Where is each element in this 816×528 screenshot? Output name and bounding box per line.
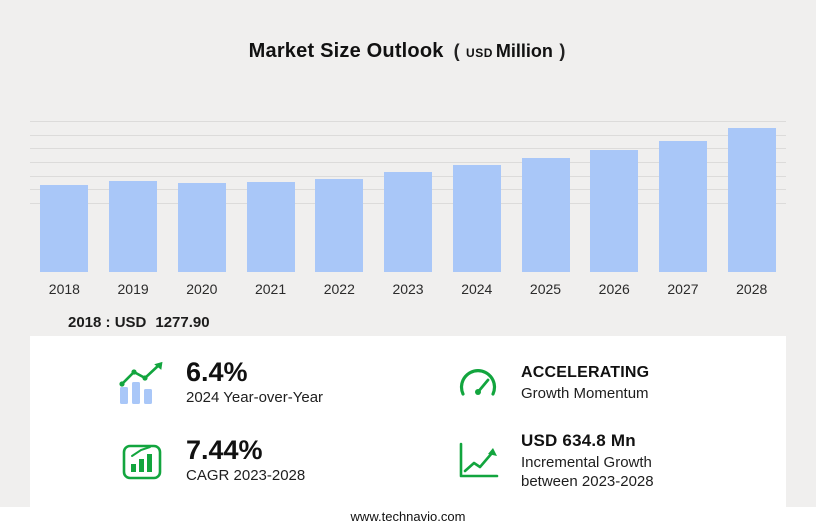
yoy-label: 2024 Year-over-Year bbox=[186, 389, 324, 407]
x-tick-2018: 2018 bbox=[48, 281, 80, 297]
title-paren-open: ( bbox=[453, 41, 460, 61]
baseline-prefix: 2018 : USD bbox=[68, 314, 147, 331]
stat-growth-momentum: ACCELERATING Growth Momentum bbox=[451, 344, 786, 422]
bar-chart-trend-icon bbox=[116, 360, 170, 406]
cagr-label: CAGR 2023-2028 bbox=[186, 467, 306, 485]
speedometer-icon bbox=[451, 363, 505, 403]
stat-yoy-growth: 6.4% 2024 Year-over-Year bbox=[116, 344, 451, 422]
bar-slot-2018 bbox=[30, 184, 99, 272]
x-tick-2026: 2026 bbox=[598, 281, 630, 297]
bar-2018 bbox=[40, 184, 89, 272]
x-tick-2020: 2020 bbox=[186, 281, 218, 297]
x-tick-2023: 2023 bbox=[392, 281, 424, 297]
title-main: Market Size Outlook bbox=[248, 40, 444, 62]
growth-axis-icon bbox=[451, 440, 505, 482]
yoy-value: 6.4% bbox=[186, 356, 248, 387]
bar-slot-2020 bbox=[167, 183, 236, 272]
momentum-label: Growth Momentum bbox=[521, 384, 649, 402]
bar-slot-2025 bbox=[511, 158, 580, 272]
stat-incremental-growth: USD 634.8 Mn Incremental Growth between … bbox=[451, 422, 786, 500]
market-size-bar-chart: 2018 2019 2020 2021 2022 2023 2024 2025 2026 2027… bbox=[30, 121, 786, 297]
plot-area bbox=[30, 121, 786, 272]
stats-panel: 6.4% 2024 Year-over-Year ACCELERATING Gr… bbox=[30, 336, 786, 508]
baseline-number: 1277.90 bbox=[155, 314, 210, 331]
bar-slot-2024 bbox=[442, 165, 511, 272]
framed-bar-chart-icon bbox=[116, 440, 170, 482]
x-tick-2021: 2021 bbox=[254, 281, 287, 297]
bar-2027 bbox=[658, 140, 707, 272]
cagr-value: 7.44% bbox=[186, 434, 263, 465]
x-axis-labels: 2018 2019 2020 2021 2022 2023 2024 2025 2026 2027… bbox=[30, 281, 786, 297]
bar-slot-2026 bbox=[580, 150, 649, 272]
stat-yoy-text: 6.4% 2024 Year-over-Year bbox=[186, 358, 323, 408]
bar-2020 bbox=[177, 183, 226, 272]
website-footer: www.technavio.com bbox=[0, 507, 816, 528]
bar-slot-2019 bbox=[99, 181, 168, 272]
bar-slot-2022 bbox=[305, 178, 374, 272]
x-tick-2028: 2028 bbox=[736, 281, 768, 297]
bar-2023 bbox=[384, 171, 433, 272]
bar-slot-2023 bbox=[374, 171, 443, 272]
bar-slot-2021 bbox=[236, 182, 305, 272]
bar-2025 bbox=[521, 158, 570, 272]
momentum-title: ACCELERATING bbox=[521, 363, 650, 381]
bar-series bbox=[30, 122, 786, 272]
gridline-2000 bbox=[30, 134, 786, 136]
x-tick-2027: 2027 bbox=[667, 281, 699, 297]
bar-2028 bbox=[727, 128, 776, 272]
gridline-2200 bbox=[30, 121, 786, 122]
bar-2021 bbox=[246, 182, 295, 272]
stat-cagr-text: 7.44% CAGR 2023-2028 bbox=[186, 436, 305, 486]
incremental-label-line2: between 2023-2028 bbox=[521, 472, 654, 490]
bar-2019 bbox=[109, 181, 158, 272]
bar-2022 bbox=[315, 178, 364, 272]
bar-2026 bbox=[590, 150, 639, 272]
title-currency: USD bbox=[466, 46, 493, 60]
incremental-label-line1: Incremental Growth bbox=[521, 453, 652, 471]
stat-momentum-text: ACCELERATING Growth Momentum bbox=[521, 363, 649, 404]
x-tick-2025: 2025 bbox=[529, 281, 562, 297]
stat-cagr: 7.44% CAGR 2023-2028 bbox=[116, 422, 451, 500]
bar-slot-2027 bbox=[649, 140, 718, 272]
stat-incremental-text: USD 634.8 Mn Incremental Growth between … bbox=[521, 431, 654, 492]
x-tick-2019: 2019 bbox=[117, 281, 149, 297]
x-tick-2022: 2022 bbox=[323, 281, 355, 297]
baseline-value-2018: 2018 : USD 1277.90 bbox=[68, 314, 210, 331]
bar-slot-2028 bbox=[717, 128, 786, 272]
title-unit: Million bbox=[495, 41, 553, 61]
title-paren-close: ) bbox=[559, 41, 566, 61]
bar-2024 bbox=[452, 165, 501, 272]
gridline-1800 bbox=[30, 148, 786, 150]
incremental-title: USD 634.8 Mn bbox=[521, 430, 636, 450]
x-tick-2024: 2024 bbox=[461, 281, 493, 297]
page-title: Market Size Outlook ( USD Million ) bbox=[0, 40, 816, 63]
gridline-1600 bbox=[30, 161, 786, 163]
